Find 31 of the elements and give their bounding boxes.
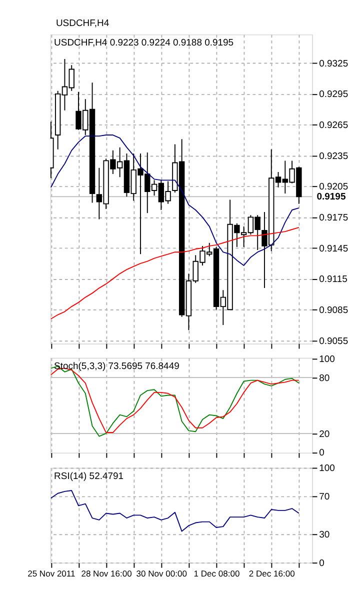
- y-tick-label: 70: [319, 492, 330, 503]
- y-tick-label: 20: [319, 428, 330, 440]
- y-tick-label: 30: [319, 529, 330, 540]
- y-tick-label: 0: [319, 558, 324, 569]
- x-tick-label: 30 Nov 00:00: [136, 568, 188, 578]
- y-tick-label: 0.9085: [319, 304, 348, 316]
- y-tick-label: 0.9235: [319, 150, 348, 162]
- y-tick-label: 100: [319, 463, 335, 474]
- chart-title: Stoch(5,3,3) 73.5695 76.8449: [54, 361, 180, 372]
- x-tick-label: 28 Nov 16:00: [81, 568, 132, 578]
- y-tick-label: 0.9295: [319, 89, 348, 100]
- x-tick-label: 25 Nov 2011: [28, 568, 76, 578]
- line-series: [50, 226, 300, 320]
- x-tick-label: 1 Dec 08:00: [194, 568, 240, 578]
- y-tick-label: 0.9265: [319, 120, 348, 132]
- chart-title: USDCHF,H4 0.9223 0.9224 0.9188 0.9195: [54, 38, 234, 49]
- y-tick-label: 80: [319, 372, 330, 384]
- y-tick-label: 0.9115: [319, 274, 348, 286]
- chart-title: RSI(14) 52.4791: [54, 471, 124, 482]
- y-tick-label: 0.9055: [319, 336, 348, 347]
- y-tick-label: 0.9145: [319, 243, 348, 254]
- y-tick-label: 100: [319, 354, 335, 366]
- y-tick-label: 0.9205: [319, 182, 348, 193]
- y-tick-label: 0: [319, 447, 324, 458]
- x-tick-label: 2 Dec 16:00: [248, 568, 296, 578]
- ref-line-label: 0.9195: [316, 191, 346, 202]
- y-tick-label: 0.9325: [319, 58, 348, 70]
- line-series: [50, 134, 300, 266]
- y-tick-label: 0.9175: [319, 212, 348, 224]
- line-series: [50, 490, 300, 532]
- text: USDCHF,H4: [56, 18, 110, 29]
